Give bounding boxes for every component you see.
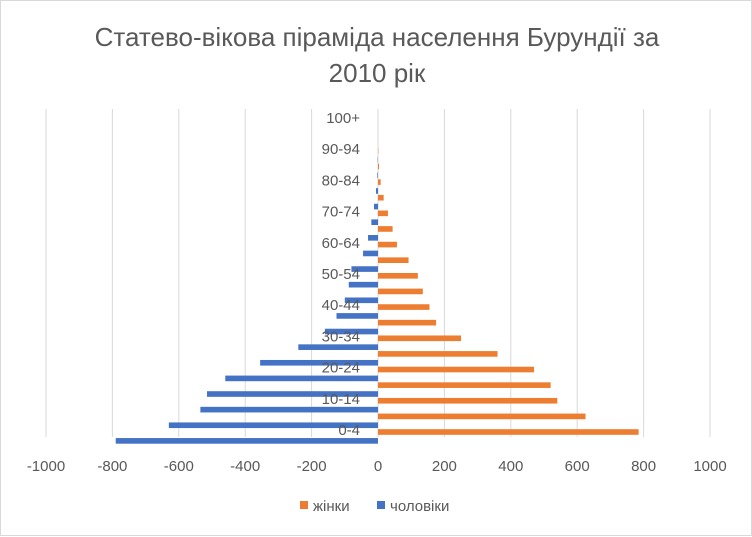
bar-zhinky-70-74	[378, 211, 388, 217]
legend-swatch-cholovily	[377, 501, 385, 509]
legend-label-cholovily: чоловіки	[390, 498, 449, 515]
bar-cholovily-75-79	[374, 204, 378, 210]
category-label-80-84: 80-84	[322, 172, 360, 189]
category-label-20-24: 20-24	[322, 360, 360, 377]
x-tick-label-4: -200	[297, 458, 327, 475]
bar-cholovily-70-74	[371, 219, 378, 225]
category-label-50-54: 50-54	[322, 266, 360, 283]
bar-zhinky-50-54	[378, 273, 418, 279]
category-label-100+: 100+	[326, 110, 360, 127]
bar-cholovily-60-64	[363, 251, 378, 257]
x-tick-label-2: -600	[164, 458, 194, 475]
category-label-70-74: 70-74	[322, 204, 360, 221]
x-tick-label-3: -400	[230, 458, 260, 475]
category-label-90-94: 90-94	[322, 141, 360, 158]
legend-swatch-zhinky	[300, 501, 308, 509]
x-tick-label-8: 600	[565, 458, 590, 475]
bar-zhinky-75-79	[378, 195, 384, 201]
x-tick-label-5: 0	[374, 458, 382, 475]
x-tick-label-6: 200	[432, 458, 457, 475]
bar-cholovily-80-84	[376, 188, 378, 194]
x-tick-label-10: 1000	[693, 458, 726, 475]
category-label-40-44: 40-44	[322, 297, 360, 314]
bar-zhinky-80-84	[378, 179, 381, 185]
bar-zhinky-55-59	[378, 257, 409, 263]
bar-cholovily-65-69	[368, 235, 378, 241]
category-label-30-34: 30-34	[322, 328, 360, 345]
bar-zhinky-35-39	[378, 320, 436, 326]
x-tick-label-9: 800	[631, 458, 656, 475]
bar-zhinky-0-4	[378, 429, 639, 435]
x-tick-label-0: -1000	[27, 458, 65, 475]
x-tick-label-7: 400	[498, 458, 523, 475]
bar-zhinky-20-24	[378, 367, 534, 373]
bar-zhinky-45-49	[378, 289, 423, 295]
bar-zhinky-15-19	[378, 382, 551, 388]
legend-label-zhinky: жінки	[313, 498, 350, 515]
bar-zhinky-5-9	[378, 414, 586, 420]
bar-zhinky-25-29	[378, 351, 498, 357]
bar-cholovily-25-29	[260, 360, 378, 366]
bar-zhinky-10-14	[378, 398, 557, 404]
bar-zhinky-30-34	[378, 335, 461, 341]
bar-cholovily-85-89	[377, 173, 378, 179]
category-label-60-64: 60-64	[322, 235, 360, 252]
bar-zhinky-85-89	[378, 164, 379, 170]
category-label-10-14: 10-14	[322, 391, 360, 408]
bar-zhinky-65-69	[378, 226, 393, 232]
bar-zhinky-60-64	[378, 242, 397, 248]
x-tick-label-1: -800	[97, 458, 127, 475]
bar-zhinky-40-44	[378, 304, 429, 310]
category-label-0-4: 0-4	[338, 422, 360, 439]
